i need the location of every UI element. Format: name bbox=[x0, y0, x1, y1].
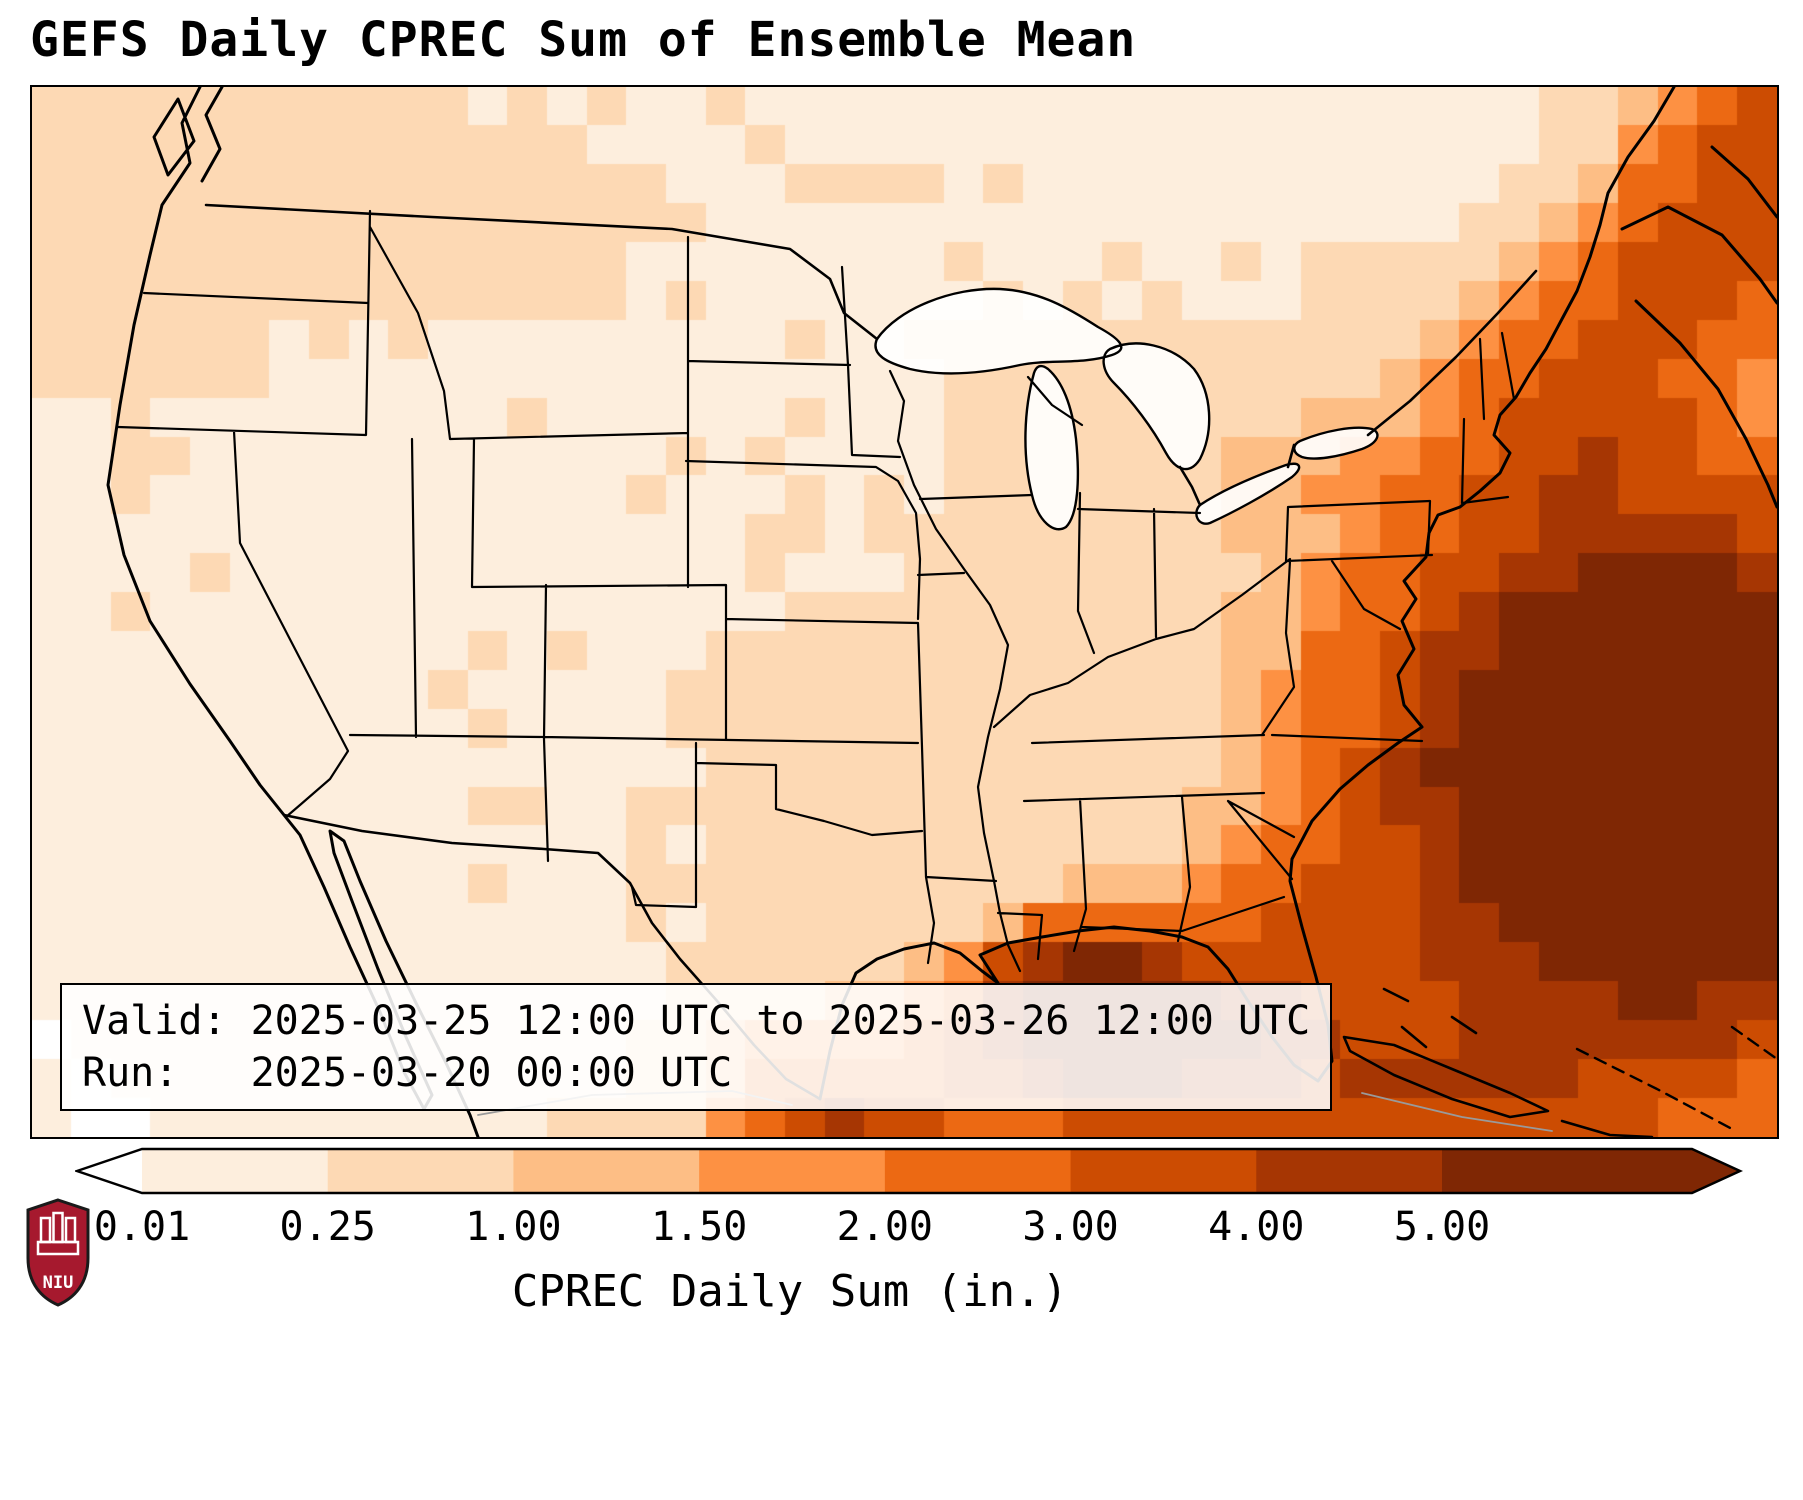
logo-shield bbox=[26, 1198, 90, 1307]
colorbar-tick-label: 0.01 bbox=[93, 1204, 191, 1250]
colorbar-segment bbox=[699, 1149, 886, 1193]
map-plot-area: Valid: 2025-03-25 12:00 UTC to 2025-03-2… bbox=[30, 85, 1779, 1139]
colorbar-segment bbox=[884, 1149, 1072, 1193]
maritime-dashed-path bbox=[1575, 1025, 1777, 1131]
coastline-path bbox=[106, 87, 1777, 1137]
colorbar-segment bbox=[513, 1149, 700, 1193]
canada-border-path bbox=[204, 203, 1538, 507]
colorbar-label: CPREC Daily Sum (in.) bbox=[511, 1266, 1069, 1317]
colorbar-segment bbox=[327, 1149, 514, 1193]
colorbar-segment bbox=[1256, 1149, 1443, 1193]
precip-heatmap-canvas bbox=[32, 87, 1777, 1137]
state-borders-path bbox=[116, 209, 1516, 973]
geo-overlay bbox=[106, 87, 1777, 1137]
colorbar-tick-label: 1.00 bbox=[465, 1204, 562, 1250]
niu-logo: NIU bbox=[26, 1198, 90, 1307]
colorbar-outline bbox=[75, 1147, 1744, 1195]
colorbar-over-arrow bbox=[1692, 1149, 1740, 1193]
colorbar-under-arrow bbox=[77, 1149, 142, 1193]
run-time-text: Run: 2025-03-20 00:00 UTC bbox=[82, 1050, 733, 1096]
colorbar-tick-label: 2.00 bbox=[836, 1204, 934, 1250]
colorbar-tick-label: 1.50 bbox=[650, 1204, 748, 1250]
colorbar-segment bbox=[142, 1149, 329, 1193]
islands-cuba-path bbox=[1342, 987, 1654, 1137]
colorbar-tick-label: 0.25 bbox=[279, 1204, 376, 1250]
colorbar-svg bbox=[75, 1147, 1744, 1195]
colorbar-ticks: 0.01 0.25 1.00 1.50 2.00 3.00 4.00 5.00 bbox=[75, 1204, 1745, 1252]
logo-castle-icon bbox=[36, 1211, 80, 1256]
page-title: GEFS Daily CPREC Sum of Ensemble Mean bbox=[30, 12, 1137, 68]
colorbar-over-segment bbox=[1442, 1149, 1692, 1193]
colorbar-tick-label: 5.00 bbox=[1393, 1204, 1491, 1250]
info-box: Valid: 2025-03-25 12:00 UTC to 2025-03-2… bbox=[60, 983, 1333, 1111]
colorbar-tick-label: 4.00 bbox=[1208, 1204, 1305, 1250]
colorbar-tick-label: 3.00 bbox=[1022, 1204, 1119, 1250]
logo-text: NIU bbox=[43, 1273, 74, 1293]
colorbar-segment bbox=[1070, 1149, 1257, 1193]
lakes-path bbox=[874, 287, 1379, 531]
valid-time-text: Valid: 2025-03-25 12:00 UTC to 2025-03-2… bbox=[82, 998, 1311, 1044]
